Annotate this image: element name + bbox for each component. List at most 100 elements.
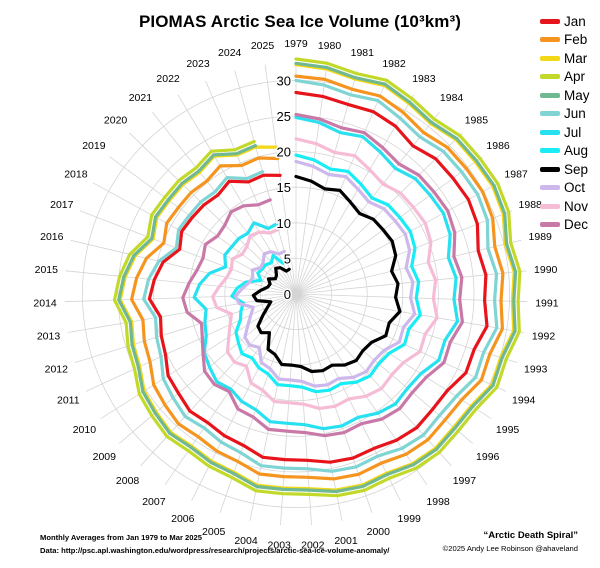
year-label: 2000 — [367, 526, 391, 538]
series-line-aug — [230, 153, 422, 394]
radial-tick-label: 30 — [277, 73, 291, 88]
year-label: 1986 — [486, 140, 510, 152]
footer-range-text: Monthly Averages from Jan 1979 to Mar 20… — [40, 533, 202, 542]
radial-tick-label: 15 — [277, 180, 291, 195]
year-label: 1990 — [534, 264, 558, 276]
year-label: 1991 — [535, 297, 559, 309]
legend-item-oct: Oct — [540, 179, 600, 198]
legend-item-may: May — [540, 86, 600, 105]
grid-spoke — [129, 132, 297, 295]
year-label: 1992 — [532, 331, 556, 343]
radial-tick-label: 5 — [284, 251, 291, 266]
grid-spoke — [191, 293, 297, 501]
year-label: 1993 — [524, 363, 548, 375]
grid-spoke — [295, 293, 373, 513]
legend-label: Apr — [564, 69, 586, 85]
grid-spoke — [295, 156, 483, 295]
grid-ring — [259, 257, 332, 330]
year-label: 2002 — [301, 539, 325, 551]
year-label: 2007 — [142, 496, 166, 508]
grid-spoke — [109, 156, 297, 295]
legend-item-jun: Jun — [540, 105, 600, 124]
series-line-oct — [233, 159, 417, 388]
year-label: 2021 — [129, 92, 153, 104]
legend-swatch — [540, 203, 560, 209]
legend-label: Feb — [564, 32, 588, 48]
grid-spoke — [92, 182, 297, 295]
grid-spoke — [295, 132, 463, 295]
year-label: 1984 — [440, 92, 464, 104]
radial-ticks: 0 5 10 15 20 25 30 — [275, 72, 292, 304]
year-label: 2014 — [33, 297, 57, 309]
grid-spoke — [177, 94, 297, 295]
grid-ring — [188, 186, 404, 402]
series-line-feb — [130, 74, 505, 481]
legend-item-aug: Aug — [540, 142, 600, 161]
legend-item-feb: Feb — [540, 31, 600, 50]
year-label: 1998 — [426, 496, 450, 508]
grid-spoke — [249, 293, 297, 521]
series-line-jun — [142, 78, 499, 473]
grid-spoke — [295, 293, 452, 466]
legend-item-jul: Jul — [540, 123, 600, 142]
series-group — [112, 57, 522, 498]
grid-spoke — [295, 270, 527, 295]
year-label: 2009 — [93, 451, 117, 463]
year-label: 2020 — [104, 115, 128, 127]
grid-spoke — [205, 80, 297, 295]
year-label: 2008 — [116, 475, 140, 487]
year-label: 1979 — [284, 38, 308, 50]
legend-item-sep: Sep — [540, 160, 600, 179]
footer-credit: ©2025 Andy Lee Robinson @ahaveland — [442, 544, 578, 553]
grid-spoke — [70, 239, 297, 295]
legend-label: Sep — [564, 161, 589, 177]
legend-swatch — [540, 166, 560, 172]
legend-label: Jan — [564, 13, 586, 29]
radial-tick-label: 25 — [277, 109, 291, 124]
year-label: 1982 — [382, 58, 406, 70]
year-label: 2005 — [202, 526, 226, 538]
legend-swatch — [540, 74, 560, 80]
year-label: 2015 — [35, 264, 59, 276]
grid-spoke — [295, 293, 492, 419]
legend-item-apr: Apr — [540, 68, 600, 87]
grid-spoke — [295, 293, 518, 363]
grid-spoke — [64, 293, 297, 303]
radial-tick-label: 0 — [284, 287, 291, 302]
year-label: 1980 — [318, 40, 342, 52]
year-label: 2012 — [45, 363, 69, 375]
series-line-jan — [147, 90, 489, 464]
footer-right: “Arctic Death Spiral” ©2025 Andy Lee Rob… — [443, 529, 578, 555]
grid-spoke — [295, 293, 401, 501]
legend-swatch — [540, 18, 560, 24]
grid-spoke — [295, 64, 328, 295]
year-label: 1999 — [398, 513, 422, 525]
year-label: 2006 — [171, 513, 195, 525]
grid-spoke — [74, 293, 297, 363]
legend-item-mar: Mar — [540, 49, 600, 68]
year-label: 2024 — [218, 47, 242, 59]
series-line-dec — [181, 112, 464, 438]
legend-label: Jun — [564, 106, 586, 122]
series-line-nov — [211, 137, 439, 410]
series-line-sep — [251, 174, 402, 374]
grid-spoke — [118, 293, 297, 444]
year-label: 2017 — [50, 199, 74, 211]
legend-swatch — [540, 92, 560, 98]
grid-spoke — [65, 270, 297, 295]
grid-spoke — [85, 293, 297, 392]
series-line-jul — [192, 115, 460, 431]
series-line-apr — [112, 57, 522, 498]
series-line-may — [117, 61, 518, 494]
year-label: 1988 — [519, 199, 543, 211]
year-label: 1987 — [504, 168, 528, 180]
grid-spoke — [295, 293, 474, 444]
year-label: 2013 — [37, 331, 61, 343]
year-label: 1994 — [512, 395, 536, 407]
year-label: 2016 — [40, 231, 64, 243]
grid-spoke — [295, 70, 358, 295]
legend-label: Aug — [564, 143, 589, 159]
year-label: 1997 — [453, 475, 477, 487]
